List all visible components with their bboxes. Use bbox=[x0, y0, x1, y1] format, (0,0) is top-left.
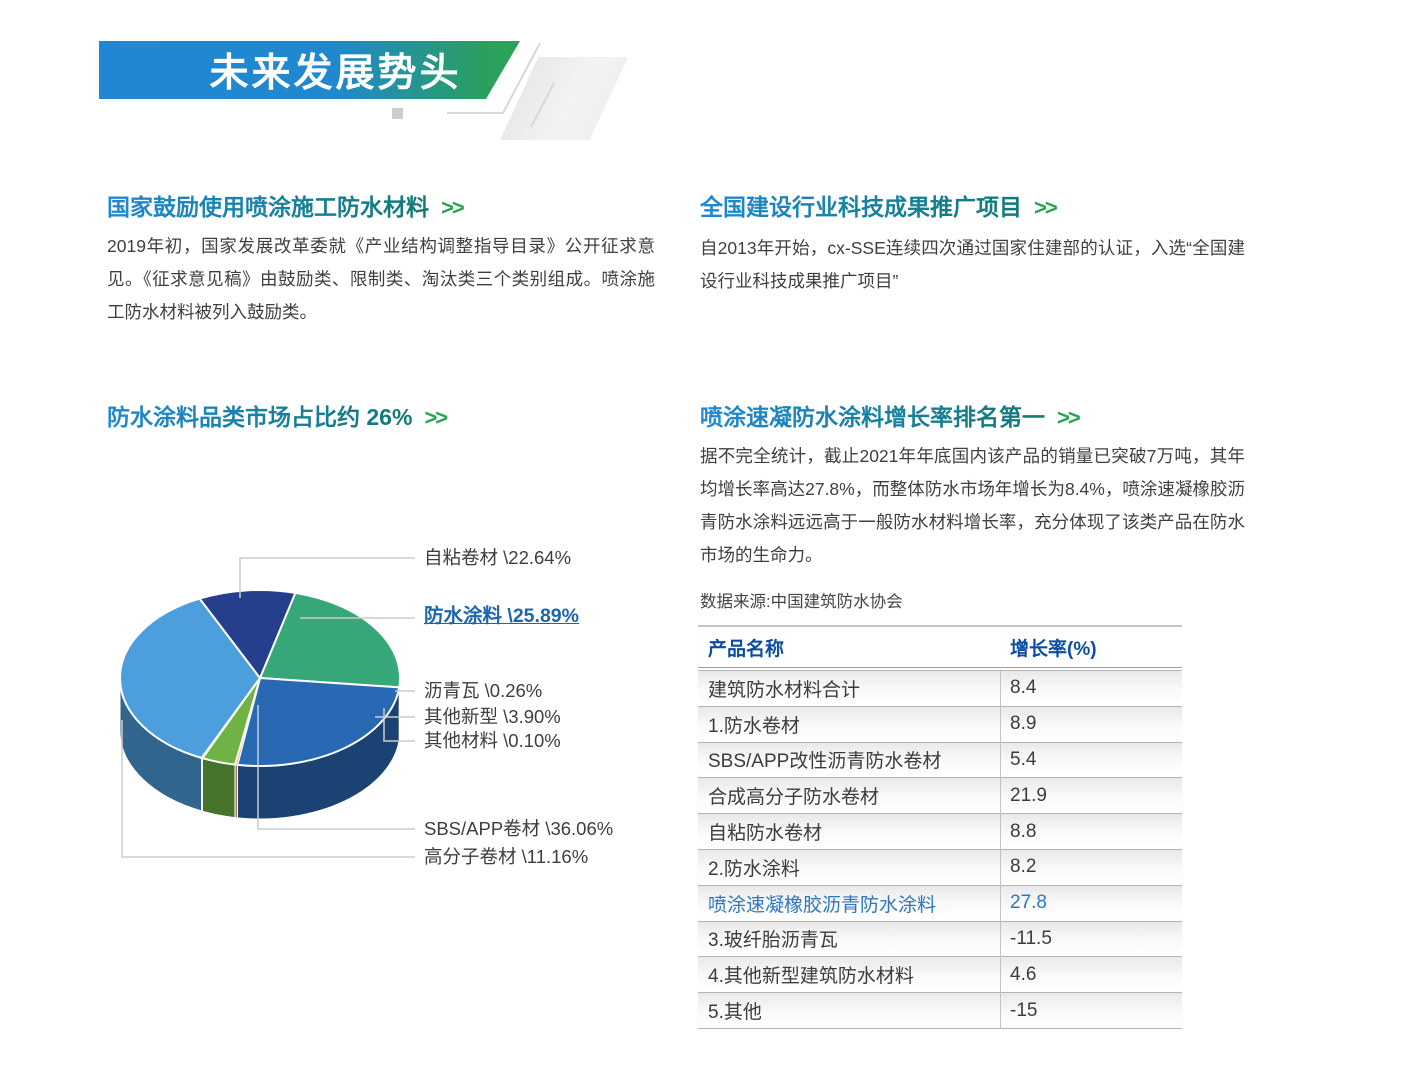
chevron-right-icon: >> bbox=[1057, 405, 1081, 430]
section-body-growth-rank: 据不完全统计，截止2021年年底国内该产品的销量已突破7万吨，其年均增长率高达2… bbox=[700, 446, 1245, 565]
table-body: 建筑防水材料合计 8.4 1.防水卷材 8.9 SBS/APP改性沥青防水卷材 5.4… bbox=[698, 671, 1182, 1029]
table-row: 3.玻纤胎沥青瓦 -11.5 bbox=[698, 921, 1182, 958]
table-row: 5.其他 -15 bbox=[698, 993, 1182, 1029]
banner-square-dot bbox=[392, 108, 403, 119]
section-body-national-project: 自2013年开始，cx-SSE连续四次通过国家住建部的认证，入选“全国建设行业科… bbox=[700, 238, 1245, 291]
cell-product: 5.其他 bbox=[708, 1002, 762, 1024]
table-row: SBS/APP改性沥青防水卷材 5.4 bbox=[698, 742, 1182, 779]
heading-text: 国家鼓励使用喷涂施工防水材料 bbox=[107, 194, 429, 220]
table-header-product: 产品名称 bbox=[708, 638, 785, 660]
pie-label-polymer: 高分子卷材 \11.16% bbox=[424, 846, 589, 867]
growth-rate-table: 产品名称 增长率(%) 建筑防水材料合计 8.4 1.防水卷材 8.9 SBS/AP… bbox=[698, 625, 1182, 1029]
cell-product: 1.防水卷材 bbox=[708, 715, 800, 737]
chevron-right-icon: >> bbox=[441, 195, 465, 220]
pie-label-sbs-app: SBS/APP卷材 \36.06% bbox=[424, 818, 614, 839]
market-share-pie-figure: 自粘卷材 \22.64% 防水涂料 \25.89% 沥青瓦 \0.26% 其他新… bbox=[80, 540, 720, 885]
page-title: 未来发展势头 bbox=[209, 52, 462, 95]
table-row: 建筑防水材料合计 8.4 bbox=[698, 671, 1182, 707]
cell-growth: 5.4 bbox=[1010, 748, 1037, 770]
table-row: 1.防水卷材 8.9 bbox=[698, 706, 1182, 743]
cell-growth: 8.2 bbox=[1010, 856, 1037, 878]
cell-product: 合成高分子防水卷材 bbox=[708, 787, 880, 809]
pie-label-other-materials: 其他材料 \0.10% bbox=[424, 730, 561, 751]
cell-product: 4.其他新型建筑防水材料 bbox=[708, 966, 914, 988]
section-heading-growth-rank[interactable]: 喷涂速凝防水涂料增长率排名第一 >> bbox=[700, 398, 1081, 432]
section-heading-national-project[interactable]: 全国建设行业科技成果推广项目 >> bbox=[700, 188, 1058, 222]
table-header-row: 产品名称 增长率(%) bbox=[698, 627, 1182, 668]
chevron-right-icon: >> bbox=[424, 405, 448, 430]
pie-label-self-adhesive: 自粘卷材 \22.64% bbox=[424, 547, 572, 568]
table-row: 自粘防水卷材 8.8 bbox=[698, 814, 1182, 850]
cell-product: 2.防水涂料 bbox=[708, 858, 800, 880]
table-row: 2.防水涂料 8.2 bbox=[698, 849, 1182, 886]
cell-growth: 8.8 bbox=[1010, 820, 1037, 842]
pie-label-waterproof-coating: 防水涂料 \25.89% bbox=[424, 605, 579, 627]
cell-growth: -11.5 bbox=[1010, 927, 1052, 949]
data-source-note: 数据来源:中国建筑防水协会 bbox=[700, 593, 903, 611]
cell-growth: 8.9 bbox=[1010, 713, 1037, 735]
section-heading-spray-materials[interactable]: 国家鼓励使用喷涂施工防水材料 >> bbox=[107, 188, 465, 222]
cell-growth: 27.8 bbox=[1010, 892, 1047, 914]
table-row: 4.其他新型建筑防水材料 4.6 bbox=[698, 957, 1182, 994]
banner-outline-decoration bbox=[447, 42, 555, 128]
heading-text: 防水涂料品类市场占比约 26% bbox=[107, 404, 413, 430]
section-body-spray-materials: 2019年初，国家发展改革委就《产业结构调整指导目录》公开征求意见。《征求意见稿… bbox=[107, 236, 655, 322]
cell-product: 自粘防水卷材 bbox=[708, 823, 823, 845]
cell-growth: -15 bbox=[1010, 999, 1038, 1021]
cell-product: 喷涂速凝橡胶沥青防水涂料 bbox=[708, 894, 937, 916]
cell-product: 3.玻纤胎沥青瓦 bbox=[708, 930, 838, 952]
table-row: 合成高分子防水卷材 21.9 bbox=[698, 778, 1182, 815]
heading-text: 喷涂速凝防水涂料增长率排名第一 bbox=[700, 404, 1045, 430]
cell-growth: 21.9 bbox=[1010, 784, 1047, 806]
pie-chart bbox=[119, 589, 401, 820]
page-title-banner: 未来发展势头 bbox=[99, 41, 520, 99]
cell-growth: 4.6 bbox=[1010, 963, 1037, 985]
chevron-right-icon: >> bbox=[1034, 195, 1058, 220]
pie-label-other-new: 其他新型 \3.90% bbox=[424, 706, 561, 727]
table-row-highlighted: 喷涂速凝橡胶沥青防水涂料 27.8 bbox=[698, 885, 1182, 922]
section-heading-market-share[interactable]: 防水涂料品类市场占比约 26% >> bbox=[107, 398, 448, 432]
cell-product: 建筑防水材料合计 bbox=[708, 679, 861, 701]
cell-product: SBS/APP改性沥青防水卷材 bbox=[708, 751, 942, 773]
table-header-growth: 增长率(%) bbox=[1010, 638, 1097, 660]
pie-label-asphalt-shingle: 沥青瓦 \0.26% bbox=[424, 680, 543, 701]
table-header-divider bbox=[698, 668, 1182, 671]
cell-growth: 8.4 bbox=[1010, 677, 1037, 699]
heading-text: 全国建设行业科技成果推广项目 bbox=[700, 194, 1022, 220]
